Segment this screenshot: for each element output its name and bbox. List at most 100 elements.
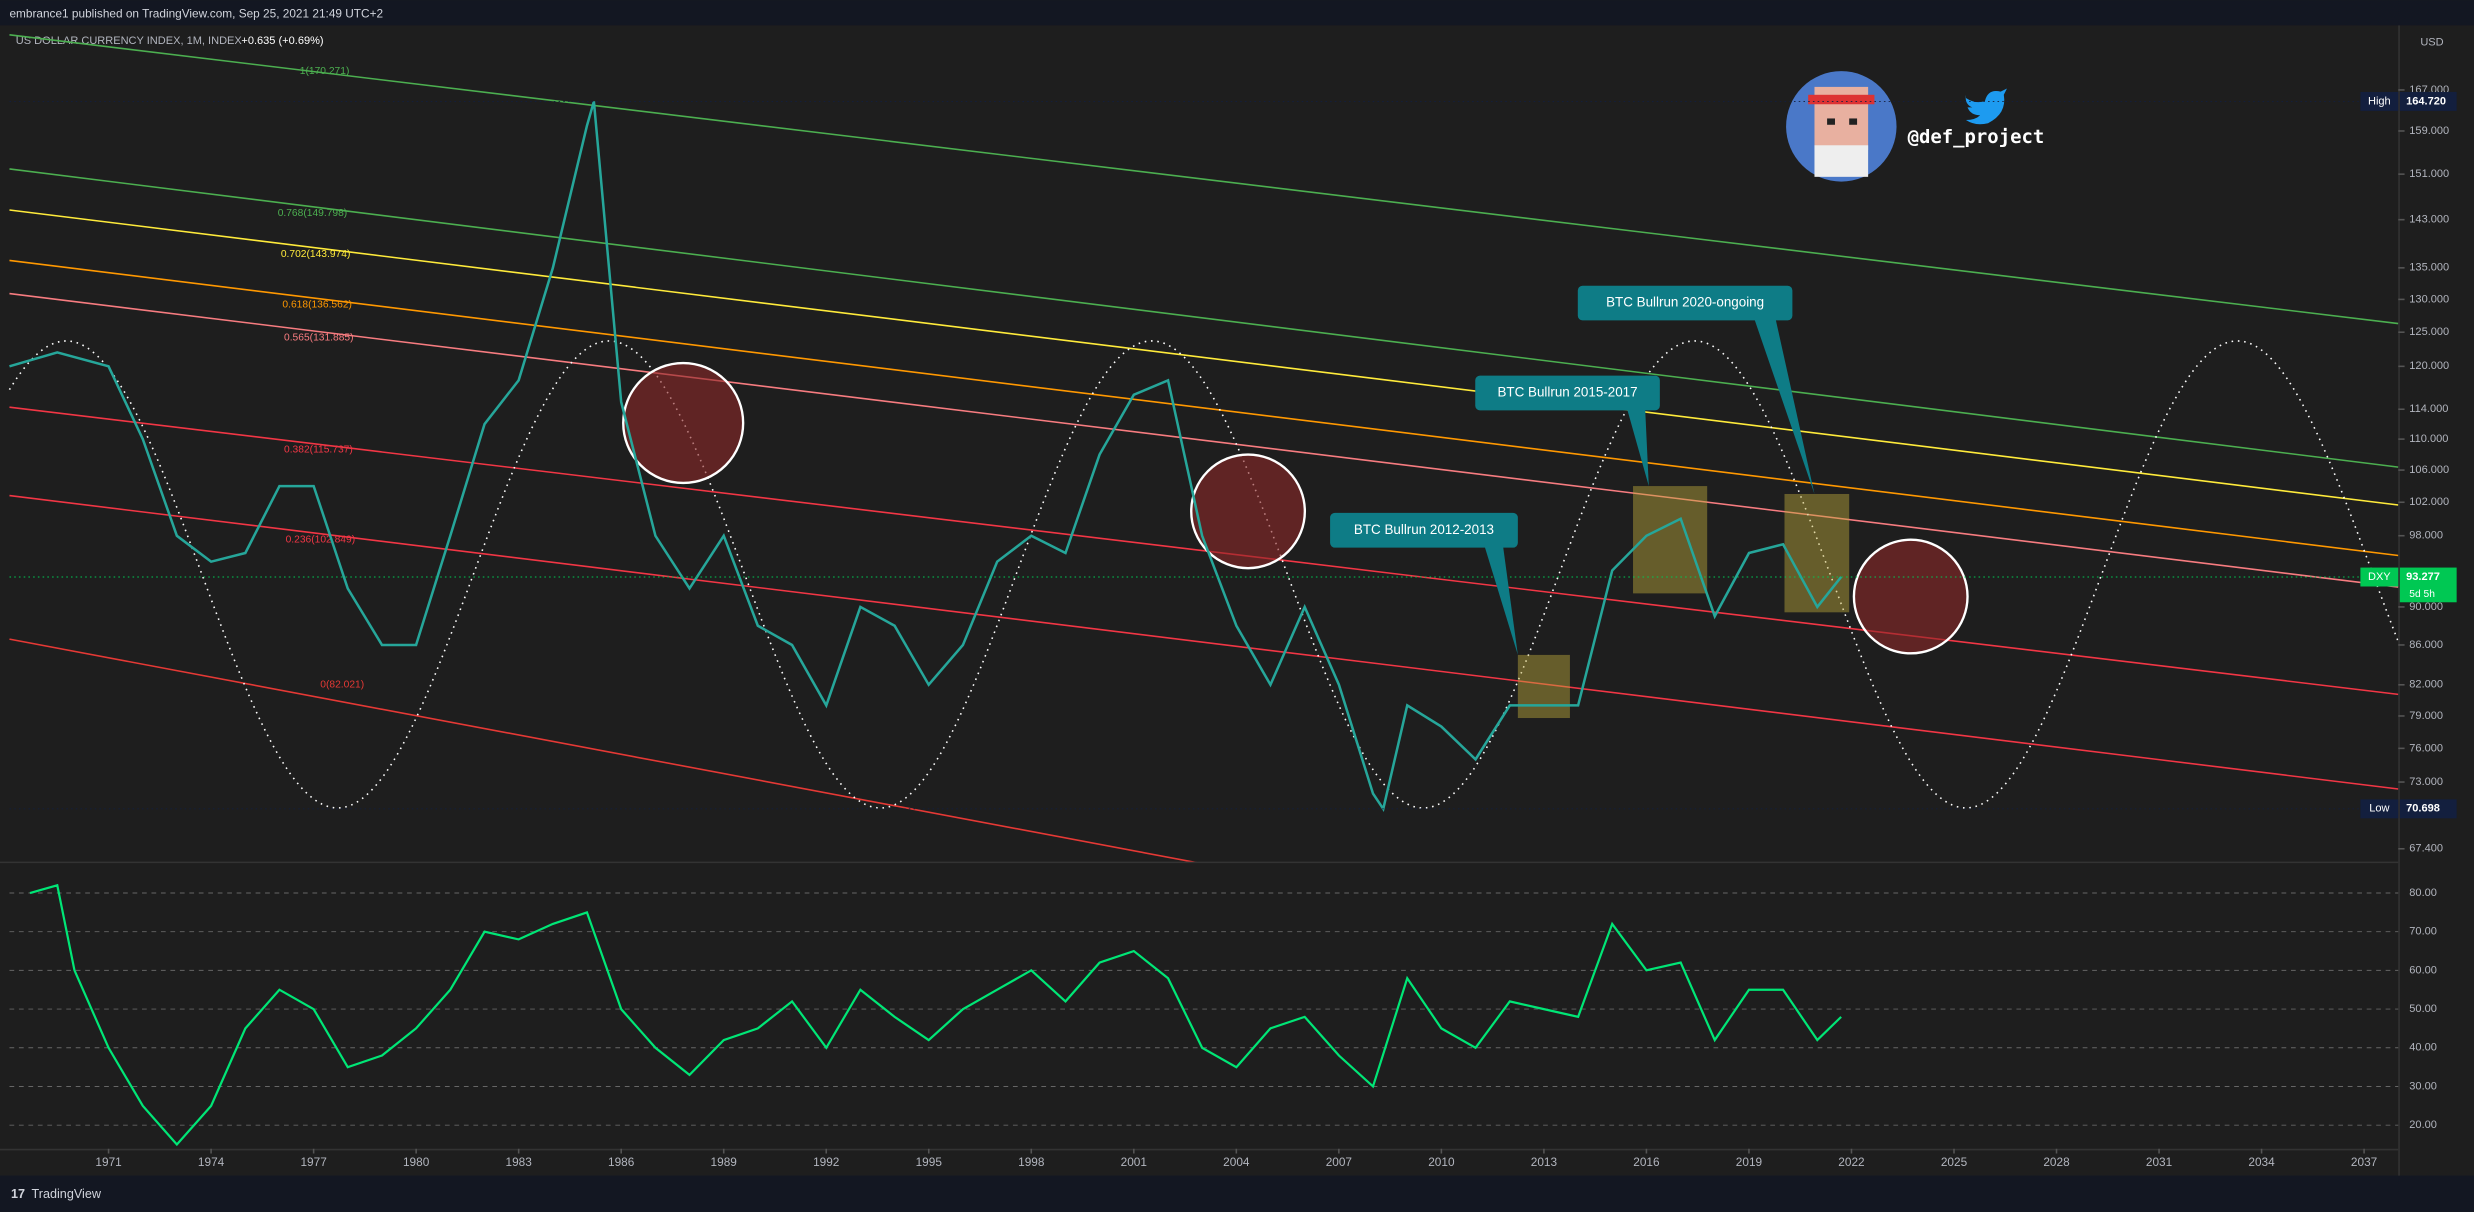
y-tick-label: 73.000 <box>2409 776 2443 788</box>
badge-name: High <box>2368 95 2391 107</box>
avatar <box>1786 71 1897 182</box>
x-tick-label: 2016 <box>1633 1155 1660 1169</box>
symbol-title: US DOLLAR CURRENCY INDEX, 1M, INDEX <box>16 35 243 47</box>
rsi-tick-label: 40.00 <box>2409 1042 2437 1054</box>
annotation-box <box>1577 285 1793 321</box>
x-tick-label: 2007 <box>1326 1155 1352 1169</box>
y-tick-label: 67.400 <box>2409 843 2443 855</box>
annotation-text: BTC Bullrun 2015-2017 <box>1497 385 1637 400</box>
badge-value: 70.698 <box>2406 803 2440 815</box>
badge-value-bg <box>2399 799 2457 819</box>
y-tick-label: 135.000 <box>2409 262 2449 274</box>
marker-circle <box>622 361 745 485</box>
x-tick-label: 1986 <box>608 1155 635 1169</box>
badge-value: 164.720 <box>2406 95 2446 107</box>
fib-line <box>9 292 2399 588</box>
y-tick-label: 130.000 <box>2409 293 2449 305</box>
y-tick-label: 106.000 <box>2409 464 2449 476</box>
x-tick-label: 1980 <box>403 1155 430 1169</box>
fib-label: 0.236(102.849) <box>286 534 356 545</box>
badge-value: 93.277 <box>2406 571 2440 583</box>
handle: @def_project <box>1908 126 2045 148</box>
badge-value-bg <box>2399 567 2457 587</box>
annotation-text: BTC Bullrun 2012-2013 <box>1354 522 1494 537</box>
x-tick-label: 1974 <box>198 1155 225 1169</box>
fib-line <box>9 259 2399 557</box>
countdown: 5d 5h <box>2409 589 2435 600</box>
fib-line <box>9 494 2399 790</box>
y-tick-label: 98.000 <box>2409 530 2443 542</box>
annotation-box <box>1330 512 1518 548</box>
y-tick-label: 114.000 <box>2409 403 2448 415</box>
x-tick-label: 2013 <box>1531 1155 1558 1169</box>
publish-info: embrance1 published on TradingView.com, … <box>9 6 383 20</box>
main-pane: 1(170.271) 0.768(149.798) 0.702(143.974) 0.… <box>8 34 2399 862</box>
x-tick-label: 2031 <box>2146 1155 2172 1169</box>
rsi-tick-label: 60.00 <box>2409 964 2437 976</box>
x-tick-label: 1989 <box>711 1155 738 1169</box>
fib-line <box>9 638 1196 862</box>
footer-brand: TradingView <box>32 1187 102 1201</box>
y-tick-label: 102.000 <box>2409 496 2449 508</box>
fib-label: 0.565(131.885) <box>284 332 354 343</box>
badge-value-bg <box>2399 91 2457 111</box>
bottom-bar <box>0 1175 2474 1212</box>
annotation-box <box>1475 375 1660 411</box>
rsi-tick-label: 70.00 <box>2409 926 2437 938</box>
fib-label: 0.702(143.974) <box>281 249 351 260</box>
y-tick-label: 120.000 <box>2409 360 2449 372</box>
fib-line <box>9 168 2399 468</box>
annotation-pointer <box>1626 407 1649 487</box>
y-tick-label: 110.000 <box>2409 433 2448 445</box>
fib-label: 0.768(149.798) <box>278 208 348 219</box>
rsi-tick-label: 50.00 <box>2409 1003 2437 1015</box>
rsi-tick-label: 20.00 <box>2409 1119 2437 1131</box>
badge-name: Low <box>2369 803 2389 815</box>
x-tick-label: 2025 <box>1941 1155 1968 1169</box>
y-tick-label: 143.000 <box>2409 214 2449 226</box>
x-tick-label: 1995 <box>916 1155 943 1169</box>
cycle-curve <box>8 340 2399 809</box>
highlight-box <box>1784 493 1850 613</box>
fib-label: 1(170.271) <box>300 66 350 77</box>
rsi-pane <box>29 883 1842 1147</box>
y-tick-label: 79.000 <box>2409 710 2443 722</box>
badge-name: DXY <box>2368 571 2391 583</box>
x-tick-label: 2037 <box>2351 1155 2377 1169</box>
x-tick-label: 2022 <box>1838 1155 1864 1169</box>
fib-label: 0.382(115.737) <box>284 445 353 456</box>
highlight-box <box>1517 654 1570 719</box>
annotation-pointer <box>1484 544 1518 655</box>
fib-line <box>9 406 2399 696</box>
currency: USD <box>2420 37 2443 49</box>
fib-label: 0(82.021) <box>320 680 364 691</box>
top-bar <box>0 0 2474 26</box>
x-tick-label: 2010 <box>1428 1155 1455 1169</box>
x-tick-label: 1983 <box>506 1155 533 1169</box>
rsi-tick-label: 30.00 <box>2409 1080 2437 1092</box>
x-tick-label: 1998 <box>1018 1155 1045 1169</box>
y-tick-label: 125.000 <box>2409 326 2449 338</box>
highlight-box <box>1633 486 1708 594</box>
annotation-text: BTC Bullrun 2020-ongoing <box>1606 295 1764 310</box>
y-tick-label: 159.000 <box>2409 125 2449 137</box>
footer-logo: 17 <box>11 1187 25 1201</box>
badge-name-bg <box>2360 567 2399 587</box>
y-tick-label: 151.000 <box>2409 168 2449 180</box>
countdown-bg <box>2399 586 2457 603</box>
fib-label: 0.618(136.562) <box>282 299 352 310</box>
x-tick-label: 2001 <box>1121 1155 1147 1169</box>
y-tick-label: 90.000 <box>2409 601 2443 613</box>
y-tick-label: 76.000 <box>2409 742 2443 754</box>
y-tick-label: 82.000 <box>2409 679 2443 691</box>
marker-circle <box>1852 538 1969 655</box>
badge-name-bg <box>2360 91 2399 111</box>
fib-line <box>9 34 2399 325</box>
fib-line <box>9 209 2399 506</box>
twitter-icon <box>1965 88 2007 125</box>
marker-circle <box>1190 453 1307 570</box>
price-line <box>9 101 1843 813</box>
